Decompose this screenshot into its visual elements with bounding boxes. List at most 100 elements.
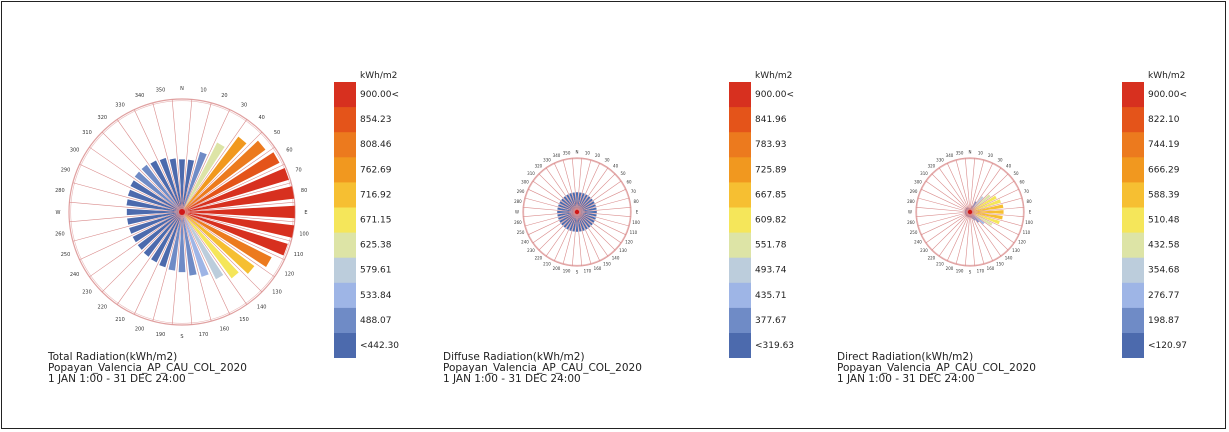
direction-label: 250 bbox=[61, 252, 71, 258]
direction-label: 130 bbox=[1012, 248, 1020, 253]
rose-spoke bbox=[969, 211, 1002, 257]
rose-wedge-240 bbox=[559, 212, 577, 223]
legend-label: 377.67 bbox=[755, 316, 787, 326]
legend-unit: kWh/m2 bbox=[755, 71, 792, 81]
diffuse-radiation-caption: Diffuse Radiation(kWh/m2) Popayan_Valenc… bbox=[443, 352, 642, 385]
rose-spoke bbox=[969, 211, 985, 265]
caption-title: Direct Radiation(kWh/m2) bbox=[837, 351, 974, 363]
direction-label: 130 bbox=[272, 290, 282, 296]
legend-label: 822.10 bbox=[1148, 115, 1180, 125]
direction-label: 290 bbox=[910, 189, 918, 194]
legend-swatch bbox=[334, 82, 356, 108]
direction-label: 250 bbox=[910, 230, 918, 235]
rose-spoke bbox=[576, 211, 630, 227]
rose-spoke bbox=[969, 211, 1024, 218]
direction-label: 220 bbox=[928, 255, 936, 260]
rose-wedge-100 bbox=[970, 212, 1003, 220]
direction-label: 10 bbox=[200, 88, 206, 94]
rose-spoke bbox=[576, 211, 601, 262]
direction-label: E bbox=[304, 210, 307, 216]
legend-label: 354.68 bbox=[1148, 266, 1180, 276]
direction-label: 250 bbox=[517, 230, 525, 235]
direction-label: 150 bbox=[239, 317, 249, 323]
rose-outer-ring bbox=[915, 157, 1025, 267]
rose-spoke bbox=[69, 201, 183, 213]
direction-label: 60 bbox=[626, 179, 632, 184]
rose-spoke bbox=[69, 211, 183, 223]
legend-swatch bbox=[334, 132, 356, 158]
direction-label: 30 bbox=[604, 157, 610, 162]
rose-wedge-80 bbox=[182, 186, 295, 212]
rose-wedge-320 bbox=[141, 164, 182, 212]
direction-label: 20 bbox=[988, 153, 994, 158]
direction-label: N bbox=[969, 149, 972, 154]
direction-label: 240 bbox=[914, 239, 922, 244]
rose-spoke bbox=[576, 159, 592, 213]
rose-wedge-220 bbox=[563, 212, 577, 228]
legend-swatch bbox=[729, 157, 751, 183]
direction-label: 260 bbox=[55, 231, 65, 237]
rose-wedge-W bbox=[126, 208, 182, 216]
rose-wedge-30 bbox=[577, 194, 588, 212]
rose-wedge-40 bbox=[970, 196, 984, 212]
rose-spoke bbox=[955, 159, 971, 213]
rose-spoke bbox=[576, 197, 630, 213]
direction-label: 260 bbox=[907, 220, 915, 225]
rose-spoke bbox=[181, 211, 295, 223]
legend-swatch bbox=[1122, 333, 1144, 358]
rose-spoke bbox=[576, 167, 609, 213]
rose-wedge-350 bbox=[169, 158, 182, 212]
legend-swatch bbox=[1122, 182, 1144, 208]
legend-unit: kWh/m2 bbox=[1148, 71, 1185, 81]
rose-spoke bbox=[576, 211, 592, 265]
legend-swatch bbox=[729, 107, 751, 133]
rose-spoke bbox=[181, 99, 193, 213]
rose-spoke bbox=[917, 197, 971, 213]
rose-wedge-110 bbox=[182, 212, 288, 256]
caption-period: 1 JAN 1:00 - 31 DEC 24:00 bbox=[48, 373, 186, 385]
rose-spoke bbox=[79, 211, 183, 261]
direction-label: 310 bbox=[82, 130, 92, 136]
legend-label: 716.92 bbox=[360, 190, 392, 200]
legend-swatch bbox=[334, 182, 356, 208]
rose-spoke bbox=[916, 206, 971, 213]
direction-label: 80 bbox=[1027, 199, 1033, 204]
rose-spoke bbox=[969, 211, 1009, 251]
legend-label: <442.30 bbox=[360, 341, 399, 351]
direction-label: 310 bbox=[527, 171, 535, 176]
legend-swatch bbox=[1122, 257, 1144, 284]
rose-spoke bbox=[576, 211, 616, 251]
rose-spoke bbox=[917, 211, 971, 227]
rose-spoke bbox=[576, 158, 583, 213]
legend-swatch bbox=[729, 282, 751, 309]
direct-radiation-rose: N 1020304050607080E1001101201301401501601… bbox=[907, 149, 1033, 274]
direction-label: 30 bbox=[241, 102, 247, 108]
direction-label: 310 bbox=[920, 171, 928, 176]
legend-label: 435.71 bbox=[755, 291, 787, 301]
direction-label: 210 bbox=[936, 261, 944, 266]
rose-spoke bbox=[969, 211, 1015, 244]
rose-spoke bbox=[532, 211, 578, 244]
direction-label: 160 bbox=[987, 266, 995, 271]
rose-spoke bbox=[969, 158, 976, 213]
rose-spoke bbox=[171, 211, 183, 325]
rose-spoke bbox=[553, 211, 578, 262]
direction-label: 260 bbox=[514, 220, 522, 225]
rose-spoke bbox=[152, 102, 183, 213]
rose-inner-ring bbox=[916, 158, 1024, 266]
rose-center bbox=[574, 209, 580, 215]
rose-spoke bbox=[576, 162, 601, 213]
legend-unit: kWh/m2 bbox=[360, 71, 397, 81]
rose-spoke bbox=[524, 197, 578, 213]
legend-label: 198.87 bbox=[1148, 316, 1180, 326]
rose-wedge-200 bbox=[159, 212, 182, 268]
legend-swatch bbox=[334, 333, 356, 358]
rose-wedge-260 bbox=[127, 212, 182, 225]
rose-spoke bbox=[938, 167, 971, 213]
rose-spoke bbox=[532, 180, 578, 213]
rose-wedge-140 bbox=[182, 212, 239, 279]
rose-spoke bbox=[523, 206, 578, 213]
legend-swatch bbox=[334, 207, 356, 233]
total-radiation-legend: kWh/m2 900.00< 854.23 808.46 762.69 716.92 671… bbox=[334, 71, 399, 358]
rose-wedge-340 bbox=[159, 157, 182, 212]
